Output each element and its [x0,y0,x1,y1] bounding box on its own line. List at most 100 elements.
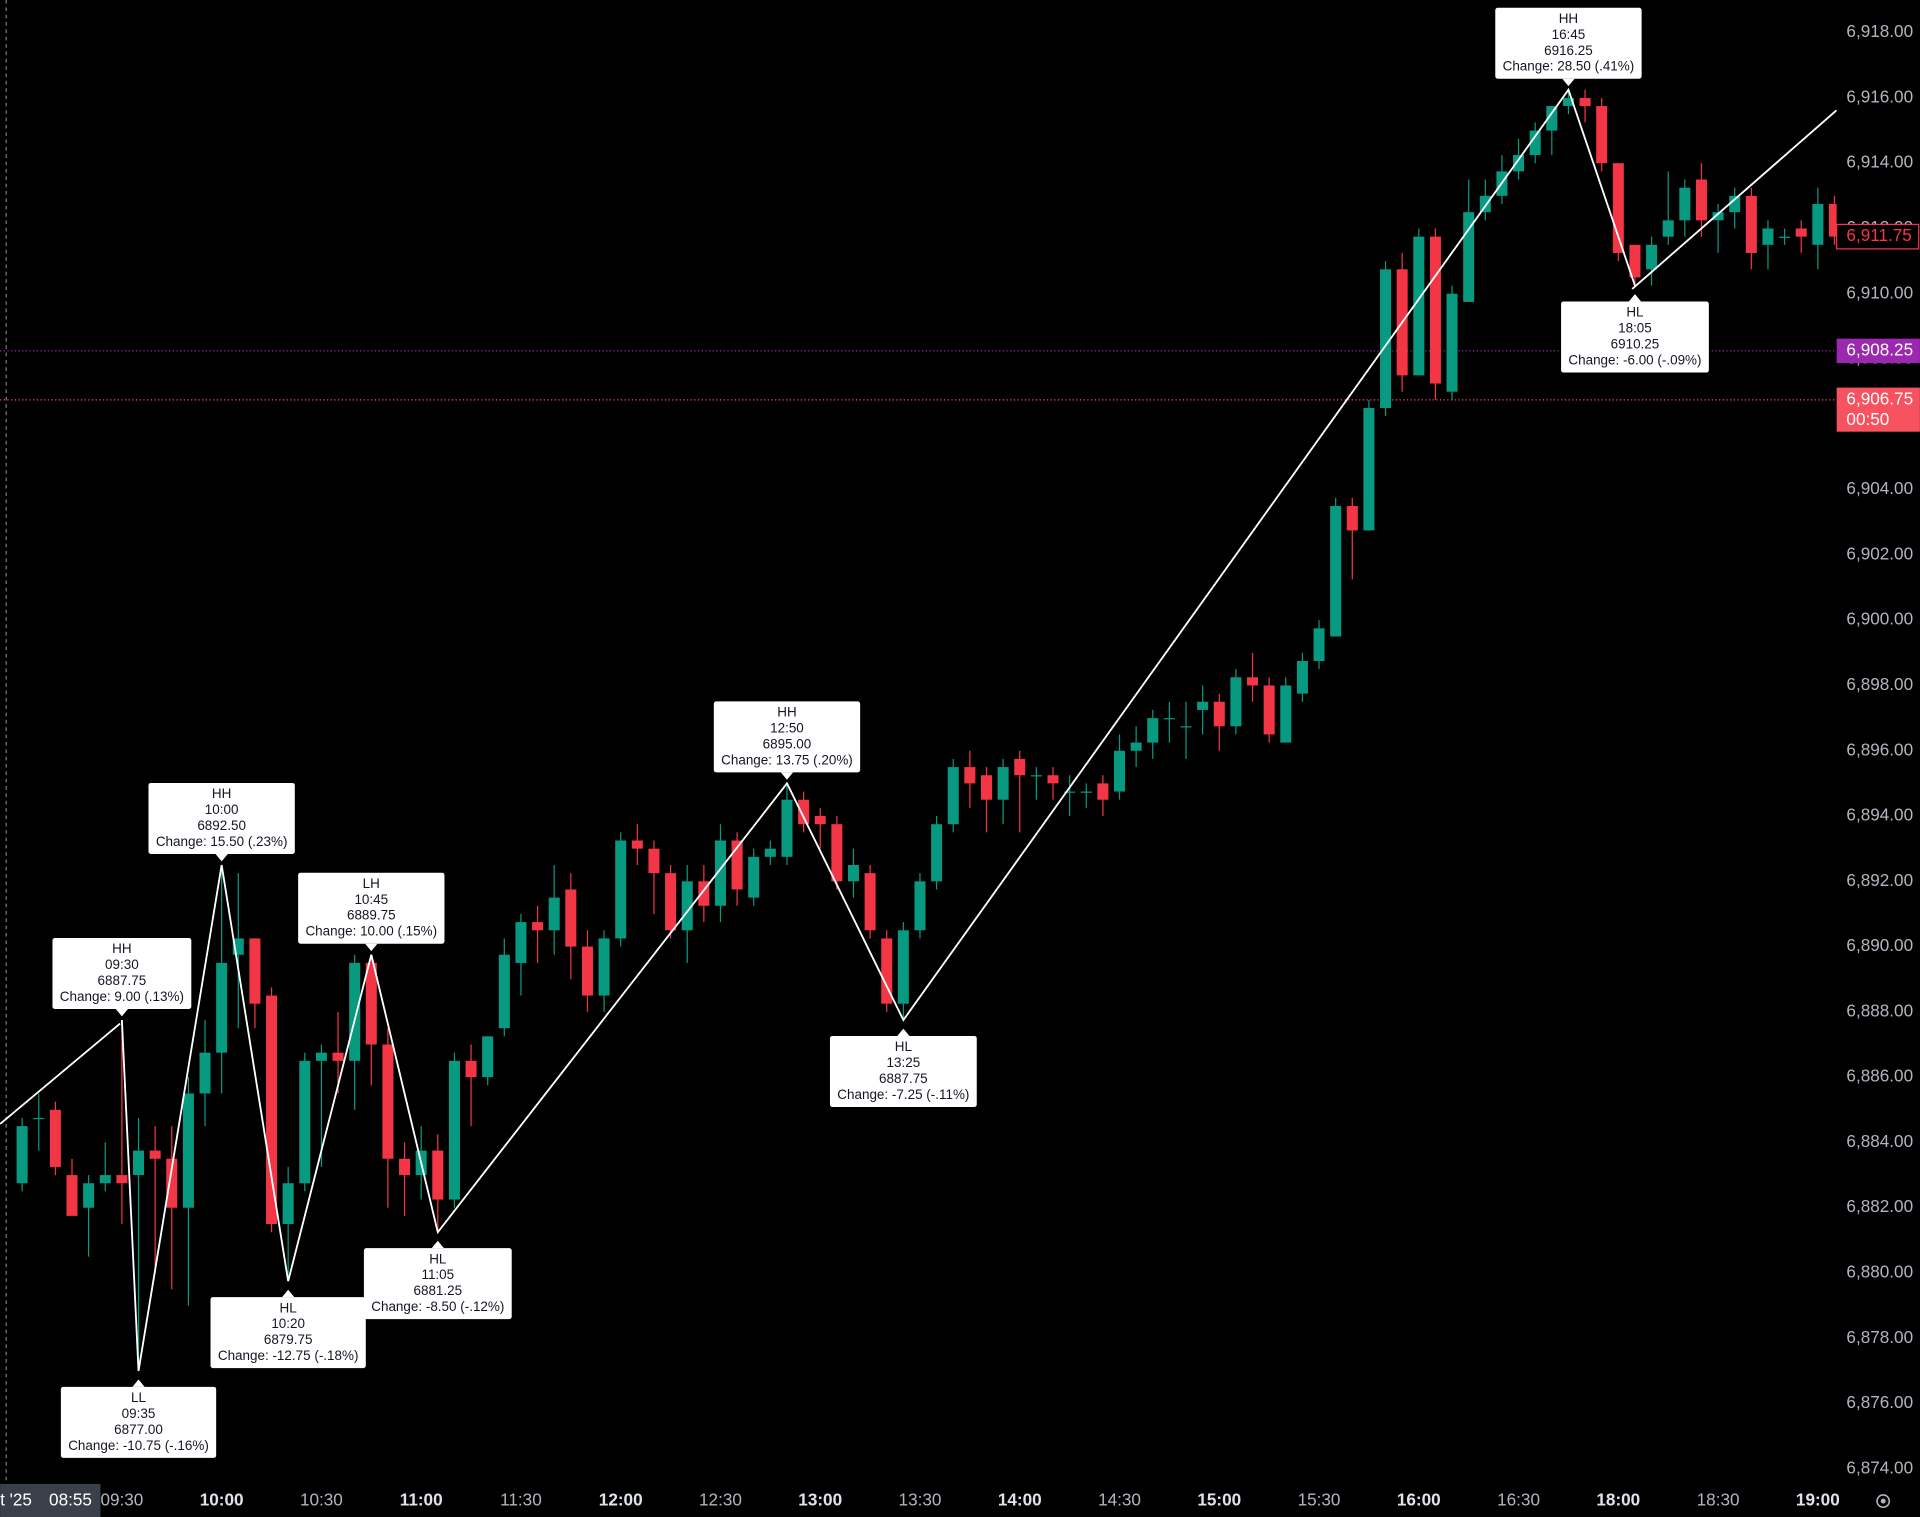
candle-body [66,1175,78,1216]
x-tick-label: 11:30 [500,1490,542,1510]
pivot-price-label: 6879.75 [264,1332,313,1347]
pivot-time: 18:05 [1618,321,1652,336]
pivot-kind: LL [131,1390,146,1405]
y-tick-label: 6,874.00 [1846,1457,1913,1477]
pivot-price-label: 6887.75 [98,973,147,988]
candle-body [1030,775,1042,777]
pivot-change: Change: 10.00 (.15%) [305,924,437,939]
pivot-change: Change: -7.25 (-.11%) [837,1087,969,1102]
candle-body [914,881,926,931]
price-tag-label: 6,908.25 [1846,339,1913,359]
candle-body [781,799,793,857]
x-tick-label: 10:00 [200,1490,244,1510]
pivot-price-label: 6877.00 [114,1422,163,1437]
pivot-kind: HH [1559,11,1578,26]
pivot-change: Change: 13.75 (.20%) [721,752,853,767]
price-tag [1836,387,1920,432]
candle-body [515,922,527,963]
candle-body [1579,97,1591,107]
pivot-pointer [282,1289,295,1298]
y-tick-label: 6,884.00 [1846,1131,1913,1151]
pivot-box [52,937,192,1010]
candle-body [1429,236,1441,384]
pivot-price-label: 6895.00 [763,736,812,751]
x-tick-label: 18:00 [1596,1490,1640,1510]
candle-body [1296,660,1308,694]
x-tick-label: 14:30 [1098,1490,1141,1510]
candle-body [1612,163,1624,253]
candle-body [1047,775,1059,784]
candle-body [349,962,361,1061]
candle-body [1762,228,1774,245]
candle-body [182,1093,194,1208]
candle-body [498,954,510,1029]
candle-body [615,840,627,939]
x-tick-label: 15:00 [1197,1490,1241,1510]
pivot-change: Change: -10.75 (-.16%) [68,1438,209,1453]
settings-ring [1876,1494,1891,1509]
zigzag-extension [1631,109,1838,290]
y-tick-label: 6,896.00 [1846,739,1913,759]
candle-body [798,799,810,825]
candle-body [814,816,826,825]
pivot-box [210,1297,366,1369]
pivot-time: 10:20 [271,1316,305,1331]
pivot-box [363,1248,512,1320]
candle-body [1679,187,1691,221]
candle-body [1080,791,1092,793]
candles [16,89,1840,1371]
candle-body [947,767,959,825]
candle-body [1779,236,1791,238]
pivot-change: Change: -12.75 (-.18%) [218,1348,359,1363]
pivot-pointer [780,772,794,780]
candle-body [714,840,726,906]
candle-body [1064,791,1076,793]
pivot-change: Change: -8.50 (-.12%) [371,1299,504,1314]
candle-body [881,938,893,1004]
y-tick-label: 6,914.00 [1846,152,1913,172]
x-tick-label: 12:00 [599,1490,643,1510]
candle-body [1745,195,1757,253]
candle-body [482,1036,494,1078]
candle-body [847,864,859,882]
candle-body [133,1150,145,1176]
x-tick-label: 12:30 [699,1490,742,1510]
x-tick-label: 19:00 [1796,1490,1840,1510]
candle-body [598,938,610,996]
x-tick-label: 15:30 [1298,1490,1341,1510]
pivot-time: 16:45 [1552,27,1586,42]
settings-icon [1876,1494,1891,1509]
pivot-box [298,872,445,944]
pivot-price-label: 6910.25 [1611,337,1660,352]
candle-body [681,881,693,931]
candle-body [532,922,544,931]
candle-body [1097,783,1109,800]
candle-body [266,995,278,1225]
candle-body [897,930,909,1004]
candle-body [831,824,843,882]
pivot-kind: HH [112,941,131,956]
candle-body [83,1183,95,1208]
candle-body [216,962,228,1053]
candle-body [33,1117,45,1120]
candle-body [665,873,677,931]
candle-body [1413,236,1425,376]
y-tick-label: 6,890.00 [1846,935,1913,955]
candle-body [1313,628,1325,661]
y-tick-label: 6,888.00 [1846,1000,1913,1020]
candle-body [1263,685,1275,735]
pivot-box [713,701,861,773]
y-tick-label: 6,876.00 [1846,1392,1913,1412]
candle-body [731,840,743,890]
y-tick-label: 6,902.00 [1846,543,1913,563]
candle-body [315,1052,327,1061]
pivot-pointer [1562,78,1575,87]
pivot-time: 12:50 [770,720,804,735]
candle-body [1513,155,1525,172]
